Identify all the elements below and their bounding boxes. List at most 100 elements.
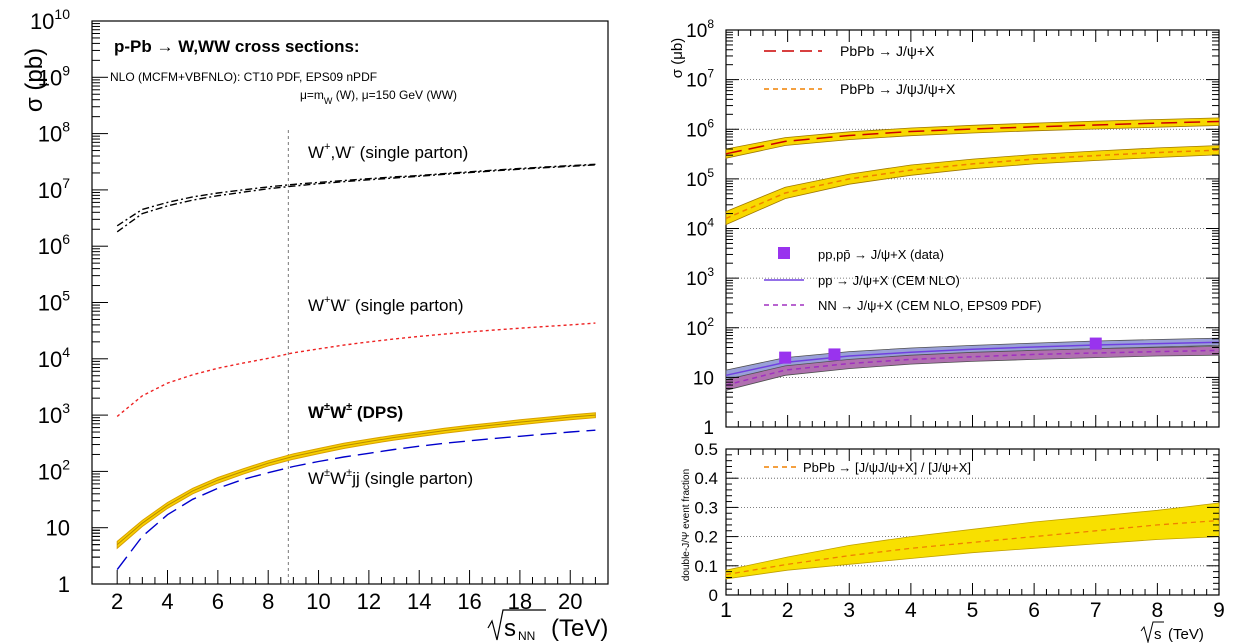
left-xtick-label-4: 4 [161, 589, 173, 614]
br-axes: 0 0.1 0.2 0.3 0.4 0.5 1 2 3 4 5 6 7 8 9 [694, 440, 1224, 622]
left-curve-label-3-w2: W [330, 469, 346, 488]
sqrt-sign-left [487, 609, 546, 641]
br-ytick-label: 0.3 [694, 498, 718, 517]
left-curve-labels: W+,W- (single parton)W+W- (single parton… [308, 141, 473, 488]
tr-series-layer [725, 117, 1220, 391]
left-curve-label-0-w1: W [308, 143, 324, 162]
left-line-wplus [116, 163, 596, 227]
left-curve-label-2: W±W± (DPS) [308, 401, 403, 422]
left-band-dps [116, 412, 596, 550]
tr-ytick-label-base: 10 [686, 21, 707, 42]
br-ylabel: double-J/Ψ event fraction [681, 469, 692, 581]
left-ytick-label-one: 1 [58, 572, 70, 597]
left-curve-label-2-w2: W [330, 403, 347, 422]
br-xlabel-s: s [1154, 626, 1162, 643]
br-xtick-label-3: 3 [843, 599, 855, 622]
left-curve-label-1-w1: W [308, 296, 324, 315]
br-ytick-label: 0.2 [694, 528, 718, 547]
br-xtick-label-2: 2 [782, 599, 794, 622]
left-line-wpwm [116, 322, 596, 417]
left-curve-label-0: W+,W- (single parton) [308, 141, 468, 162]
tr-ytick-label-base: 10 [693, 368, 714, 389]
left-curve-label-2-sup2: ± [346, 401, 352, 413]
tr-ytick-label: 108 [686, 17, 714, 42]
left-panel: 2 4 6 8 10 12 14 16 18 20101021031041051061071081… [21, 6, 609, 643]
left-ytick-label: 104 [38, 344, 70, 372]
left-curve-label-1-tail: (single parton) [350, 296, 463, 315]
tr-ytick-label: 106 [686, 116, 714, 141]
tr-band-pbpb_single [725, 117, 1220, 159]
tr-ytick-label-exp: 4 [707, 216, 714, 230]
left-axes: 2 4 6 8 10 12 14 16 18 20101021031041051061071081… [30, 6, 596, 614]
br-xtick-label-5: 5 [967, 599, 979, 622]
tr-ytick-label-exp: 7 [707, 67, 714, 81]
left-ytick-label-exp: 10 [54, 6, 70, 22]
br-xtick-label-8: 8 [1152, 599, 1164, 622]
left-curve-label-3: W±W±jj (single parton) [308, 467, 473, 488]
tr-legend-nn: NN → J/ψ+X (CEM NLO, EPS09 PDF) [818, 298, 1041, 313]
left-ytick-label-base: 10 [38, 459, 62, 484]
tr-ytick-label: 102 [686, 315, 714, 340]
left-ytick-label: 106 [38, 231, 70, 259]
left-xlabel-s: s [504, 615, 516, 642]
left-line-wminus [116, 164, 596, 233]
tr-ytick-label: 103 [686, 265, 714, 290]
left-ytick-label: 108 [38, 119, 70, 147]
left-xtick-label-8: 8 [262, 589, 274, 614]
tr-legend-pbpb-single: PbPb → J/ψ+X [840, 43, 935, 59]
tr-line-nn_cem [725, 349, 1220, 386]
left-curve-label-0-w2: ,W [330, 143, 351, 162]
br-xtick-label-1: 1 [720, 599, 732, 622]
left-ytick-label-base: 10 [30, 9, 54, 34]
tr-ytick-label-base: 10 [686, 120, 707, 141]
left-curve-label-0-sup2: - [351, 141, 355, 153]
left-xlabel-unit: (TeV) [551, 615, 608, 642]
left-ytick-label-base: 10 [38, 122, 62, 147]
br-band [725, 502, 1220, 580]
br-line [725, 519, 1220, 576]
left-ytick-label-base: 10 [38, 347, 62, 372]
br-xtick-label-9: 9 [1213, 599, 1225, 622]
br-xtick-label-6: 6 [1028, 599, 1040, 622]
left-ytick-label-base: 10 [46, 516, 70, 541]
br-ytick-label: 0.4 [694, 469, 718, 488]
tr-ytick-label: 1 [703, 418, 714, 439]
left-curve-label-3-w1: W [308, 469, 324, 488]
tr-ytick-label-base: 10 [686, 319, 707, 340]
left-ytick-label-exp: 3 [62, 400, 70, 416]
tr-data-point [828, 348, 841, 361]
tr-line-pbpb_single [725, 120, 1220, 155]
tr-ytick-label-exp: 8 [707, 17, 714, 31]
left-ytick-label-exp: 4 [62, 344, 70, 360]
left-xtick-label-14: 14 [407, 589, 431, 614]
left-curve-label-1: W+W- (single parton) [308, 294, 464, 315]
br-legend-text: PbPb → [J/ψJ/ψ+X] / [J/ψ+X] [803, 460, 971, 475]
tr-legend: PbPb → J/ψ+X PbPb → J/ψJ/ψ+X pp,pp̄ → J/… [764, 43, 1041, 313]
left-title: p-Pb → W,WW cross sections: [114, 37, 360, 56]
left-curve-label-1-sup1: + [324, 294, 330, 306]
left-curve-label-3-sup1: ± [324, 467, 330, 479]
left-curve-label-1-w2: W [330, 296, 346, 315]
br-xtick-label-7: 7 [1090, 599, 1102, 622]
br-ytick-label: 0 [709, 586, 718, 605]
left-note-2-sub: W [324, 96, 333, 106]
left-ytick-label-base: 10 [38, 234, 62, 259]
tr-ytick-label-exp: 2 [707, 315, 714, 329]
left-xtick-label-12: 12 [357, 589, 381, 614]
br-series-layer [725, 502, 1220, 580]
left-ytick-label-exp: 6 [62, 231, 70, 247]
left-ytick-label: 10 [46, 516, 70, 541]
sqrt-sign-right [1140, 621, 1164, 643]
left-ytick-label: 102 [38, 456, 70, 484]
left-line-wwjj [116, 429, 596, 571]
left-line-dps [116, 414, 596, 545]
left-curve-label-2-w1: W [308, 403, 325, 422]
left-xtick-label-16: 16 [457, 589, 481, 614]
tr-data-point [1089, 337, 1102, 350]
left-ytick-label-exp: 7 [62, 175, 70, 191]
left-curve-label-3-tail: jj (single parton) [351, 469, 473, 488]
tr-line-pp_cem [725, 341, 1220, 377]
tr-ytick-label-exp: 6 [707, 116, 714, 130]
